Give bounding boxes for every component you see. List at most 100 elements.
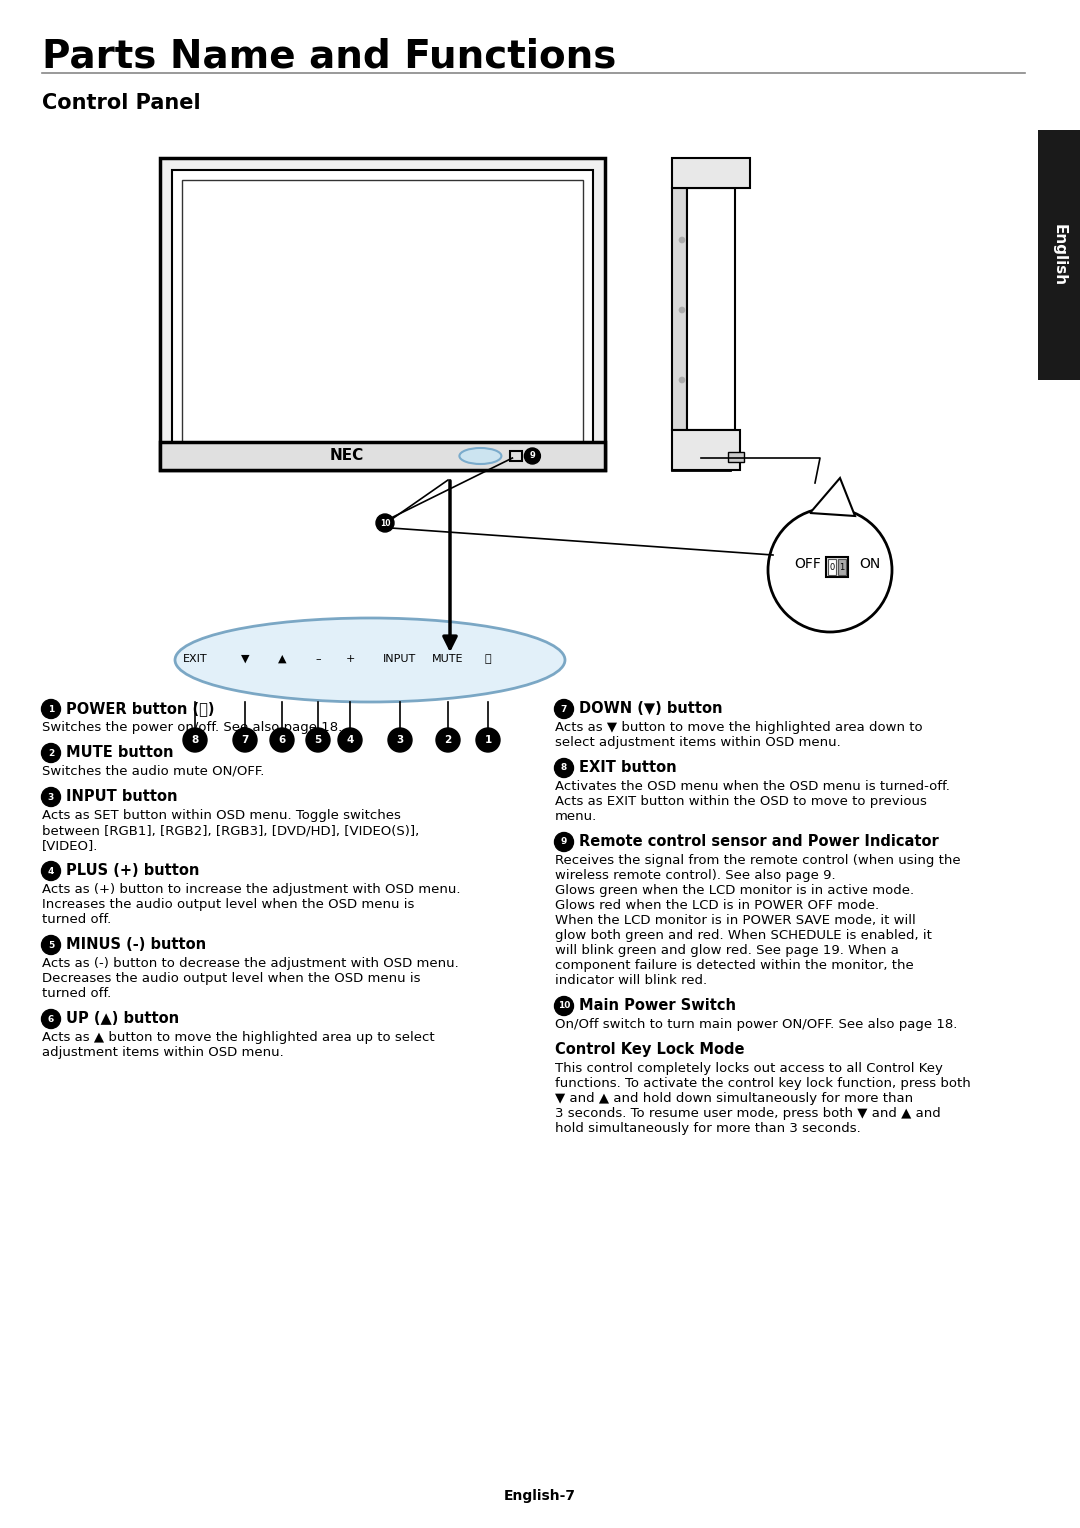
Circle shape: [525, 448, 540, 465]
Text: ON: ON: [860, 558, 880, 571]
Text: 10: 10: [380, 518, 390, 527]
Text: 2: 2: [48, 749, 54, 758]
Text: On/Off switch to turn main power ON/OFF. See also page 18.: On/Off switch to turn main power ON/OFF.…: [555, 1018, 957, 1031]
Text: English: English: [1052, 225, 1067, 286]
Text: Acts as ▲ button to move the highlighted area up to select: Acts as ▲ button to move the highlighted…: [42, 1031, 434, 1044]
Text: NEC: NEC: [329, 449, 364, 463]
Text: Acts as (-) button to decrease the adjustment with OSD menu.: Acts as (-) button to decrease the adjus…: [42, 957, 459, 970]
Text: –: –: [315, 654, 321, 665]
Text: Parts Name and Functions: Parts Name and Functions: [42, 38, 617, 76]
Text: INPUT button: INPUT button: [66, 788, 177, 804]
Text: 4: 4: [347, 735, 353, 746]
Text: ▲: ▲: [278, 654, 286, 665]
Circle shape: [679, 307, 685, 313]
Text: INPUT: INPUT: [383, 654, 417, 665]
Circle shape: [554, 833, 573, 851]
Text: 1: 1: [484, 735, 491, 746]
Text: Control Panel: Control Panel: [42, 93, 201, 113]
Text: 3 seconds. To resume user mode, press both ▼ and ▲ and: 3 seconds. To resume user mode, press bo…: [555, 1106, 941, 1120]
Text: turned off.: turned off.: [42, 914, 111, 926]
Text: between [RGB1], [RGB2], [RGB3], [DVD/HD], [VIDEO(S)],: between [RGB1], [RGB2], [RGB3], [DVD/HD]…: [42, 824, 419, 837]
Circle shape: [388, 727, 411, 752]
Text: functions. To activate the control key lock function, press both: functions. To activate the control key l…: [555, 1077, 971, 1089]
Text: Switches the audio mute ON/OFF.: Switches the audio mute ON/OFF.: [42, 766, 265, 778]
Text: 10: 10: [557, 1001, 570, 1010]
Bar: [672, 157, 730, 471]
Text: OFF: OFF: [795, 558, 822, 571]
Text: 9: 9: [529, 451, 536, 460]
Bar: [172, 170, 593, 458]
Text: Acts as EXIT button within the OSD to move to previous: Acts as EXIT button within the OSD to mo…: [555, 795, 927, 808]
Circle shape: [768, 507, 892, 633]
Text: 8: 8: [561, 764, 567, 773]
Text: Glows green when the LCD monitor is in active mode.: Glows green when the LCD monitor is in a…: [555, 885, 914, 897]
Text: +: +: [346, 654, 354, 665]
Text: 1: 1: [48, 704, 54, 714]
Text: Activates the OSD menu when the OSD menu is turned-off.: Activates the OSD menu when the OSD menu…: [555, 779, 950, 793]
Text: hold simultaneously for more than 3 seconds.: hold simultaneously for more than 3 seco…: [555, 1122, 861, 1135]
Text: wireless remote control). See also page 9.: wireless remote control). See also page …: [555, 869, 836, 882]
Circle shape: [554, 700, 573, 718]
Circle shape: [41, 787, 60, 807]
Text: Main Power Switch: Main Power Switch: [579, 998, 735, 1013]
Circle shape: [376, 513, 394, 532]
Circle shape: [338, 727, 362, 752]
Text: Acts as (+) button to increase the adjustment with OSD menu.: Acts as (+) button to increase the adjus…: [42, 883, 460, 895]
Bar: [826, 558, 848, 578]
Text: DOWN (▼) button: DOWN (▼) button: [579, 701, 723, 717]
Bar: [160, 157, 605, 471]
Bar: [160, 442, 605, 471]
Text: turned off.: turned off.: [42, 987, 111, 999]
Text: component failure is detected within the monitor, the: component failure is detected within the…: [555, 960, 914, 972]
Circle shape: [554, 758, 573, 778]
Text: Acts as ▼ button to move the highlighted area down to: Acts as ▼ button to move the highlighted…: [555, 721, 922, 733]
Text: select adjustment items within OSD menu.: select adjustment items within OSD menu.: [555, 736, 840, 749]
Circle shape: [270, 727, 294, 752]
Text: Switches the power on/off. See also page 18.: Switches the power on/off. See also page…: [42, 721, 342, 733]
Text: EXIT: EXIT: [183, 654, 207, 665]
Text: MUTE: MUTE: [432, 654, 463, 665]
Text: PLUS (+) button: PLUS (+) button: [66, 863, 200, 879]
Text: 5: 5: [314, 735, 322, 746]
Circle shape: [679, 237, 685, 243]
Circle shape: [233, 727, 257, 752]
Circle shape: [41, 1010, 60, 1028]
Text: menu.: menu.: [555, 810, 597, 824]
Circle shape: [41, 935, 60, 955]
Text: This control completely locks out access to all Control Key: This control completely locks out access…: [555, 1062, 943, 1076]
Text: ⏻: ⏻: [485, 654, 491, 665]
Text: 6: 6: [48, 1015, 54, 1024]
Text: indicator will blink red.: indicator will blink red.: [555, 973, 707, 987]
Text: Decreases the audio output level when the OSD menu is: Decreases the audio output level when th…: [42, 972, 420, 986]
Text: 8: 8: [191, 735, 199, 746]
Circle shape: [476, 727, 500, 752]
Ellipse shape: [175, 617, 565, 701]
Circle shape: [41, 744, 60, 762]
Circle shape: [41, 700, 60, 718]
Text: Increases the audio output level when the OSD menu is: Increases the audio output level when th…: [42, 898, 415, 911]
Text: When the LCD monitor is in POWER SAVE mode, it will: When the LCD monitor is in POWER SAVE mo…: [555, 914, 916, 927]
Bar: [687, 188, 735, 429]
Circle shape: [306, 727, 330, 752]
Bar: [672, 429, 740, 471]
Text: Control Key Lock Mode: Control Key Lock Mode: [555, 1042, 744, 1057]
Text: 1: 1: [839, 562, 845, 571]
Ellipse shape: [459, 448, 501, 465]
Bar: [828, 559, 836, 575]
Bar: [838, 559, 846, 575]
Text: MUTE button: MUTE button: [66, 746, 174, 759]
Text: ▼ and ▲ and hold down simultaneously for more than: ▼ and ▲ and hold down simultaneously for…: [555, 1093, 913, 1105]
Text: Acts as SET button within OSD menu. Toggle switches: Acts as SET button within OSD menu. Togg…: [42, 808, 401, 822]
Text: English-7: English-7: [504, 1488, 576, 1504]
Bar: [672, 188, 687, 429]
Circle shape: [679, 377, 685, 384]
Bar: [672, 157, 750, 188]
Text: 2: 2: [444, 735, 451, 746]
Text: Remote control sensor and Power Indicator: Remote control sensor and Power Indicato…: [579, 834, 939, 850]
Bar: [728, 452, 744, 461]
Text: glow both green and red. When SCHEDULE is enabled, it: glow both green and red. When SCHEDULE i…: [555, 929, 932, 941]
Bar: [160, 442, 605, 471]
Text: 9: 9: [561, 837, 567, 847]
Text: MINUS (-) button: MINUS (-) button: [66, 937, 206, 952]
Bar: [511, 451, 523, 461]
